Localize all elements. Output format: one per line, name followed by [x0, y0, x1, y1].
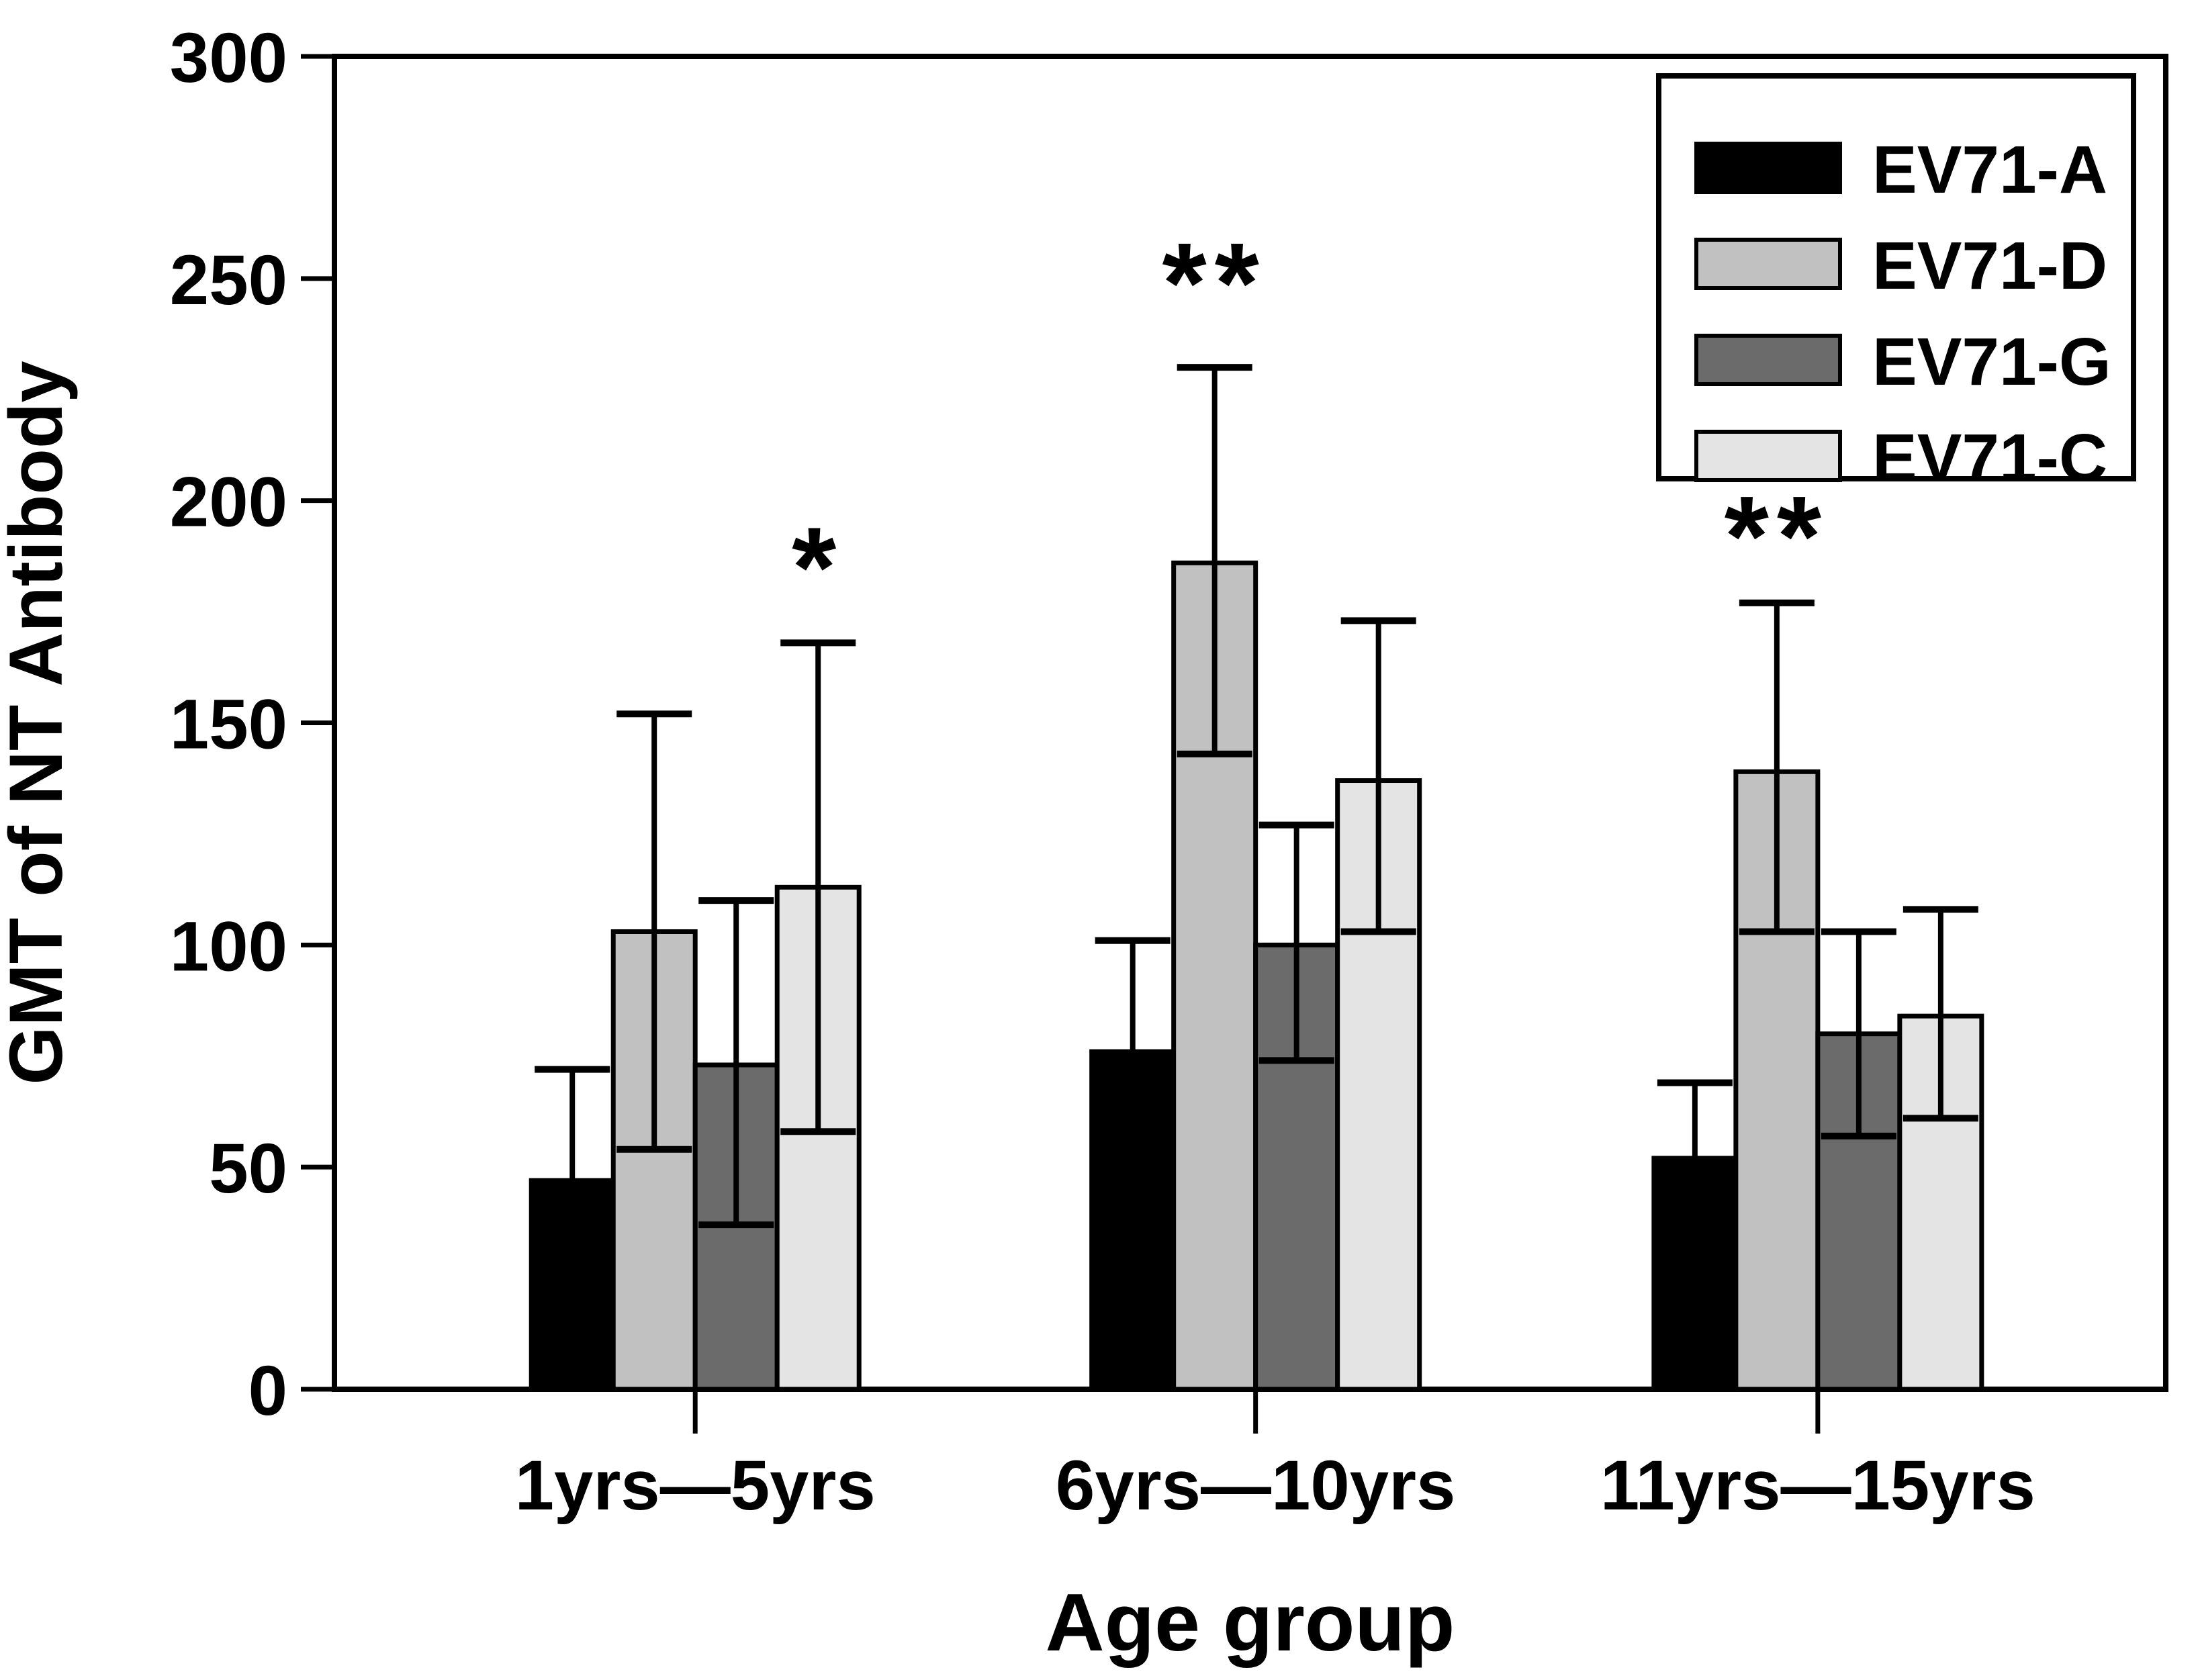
x-axis-tick-label: 11yrs—15yrs — [1600, 1446, 2035, 1525]
y-axis-tick-label: 50 — [209, 1129, 287, 1208]
legend-label-EV71-C: EV71-C — [1872, 420, 2107, 496]
legend-label-EV71-G: EV71-G — [1872, 324, 2111, 400]
y-axis-tick-label: 100 — [170, 907, 287, 986]
bar-EV71-D-group-1 — [1171, 560, 1258, 1392]
legend-swatch-EV71-G — [1694, 334, 1842, 386]
legend-swatch-EV71-D — [1694, 238, 1842, 290]
significance-asterisk: * — [792, 504, 844, 631]
y-axis-title: GMT of NT Antibody — [0, 361, 78, 1084]
legend: EV71-A EV71-D EV71-G EV71-C — [1656, 73, 2136, 496]
bar-EV71-C-group-0 — [774, 884, 862, 1392]
bar-EV71-A-group-1 — [1089, 1049, 1177, 1392]
bar-EV71-A-group-2 — [1651, 1156, 1739, 1392]
significance-asterisk: ** — [1162, 220, 1267, 347]
legend-label-EV71-D: EV71-D — [1872, 228, 2107, 304]
x-axis-title: Age group — [1046, 1577, 1455, 1668]
y-axis-tick-label: 0 — [248, 1352, 287, 1430]
legend-swatch-EV71-A — [1694, 142, 1842, 194]
y-axis-tick-label: 300 — [170, 19, 287, 97]
bar-EV71-C-group-2 — [1897, 1013, 1984, 1392]
significance-asterisk: ** — [1725, 473, 1829, 600]
x-axis-tick-label: 1yrs—5yrs — [515, 1446, 876, 1525]
y-axis-tick-label: 150 — [170, 686, 287, 764]
bar-EV71-A-group-0 — [529, 1178, 616, 1392]
y-axis-tick-label: 250 — [170, 241, 287, 320]
legend-swatch-EV71-C — [1694, 430, 1842, 482]
y-axis-tick-label: 200 — [170, 463, 287, 542]
x-axis-tick-label: 6yrs—10yrs — [1056, 1446, 1456, 1525]
legend-label-EV71-A: EV71-A — [1872, 132, 2107, 207]
